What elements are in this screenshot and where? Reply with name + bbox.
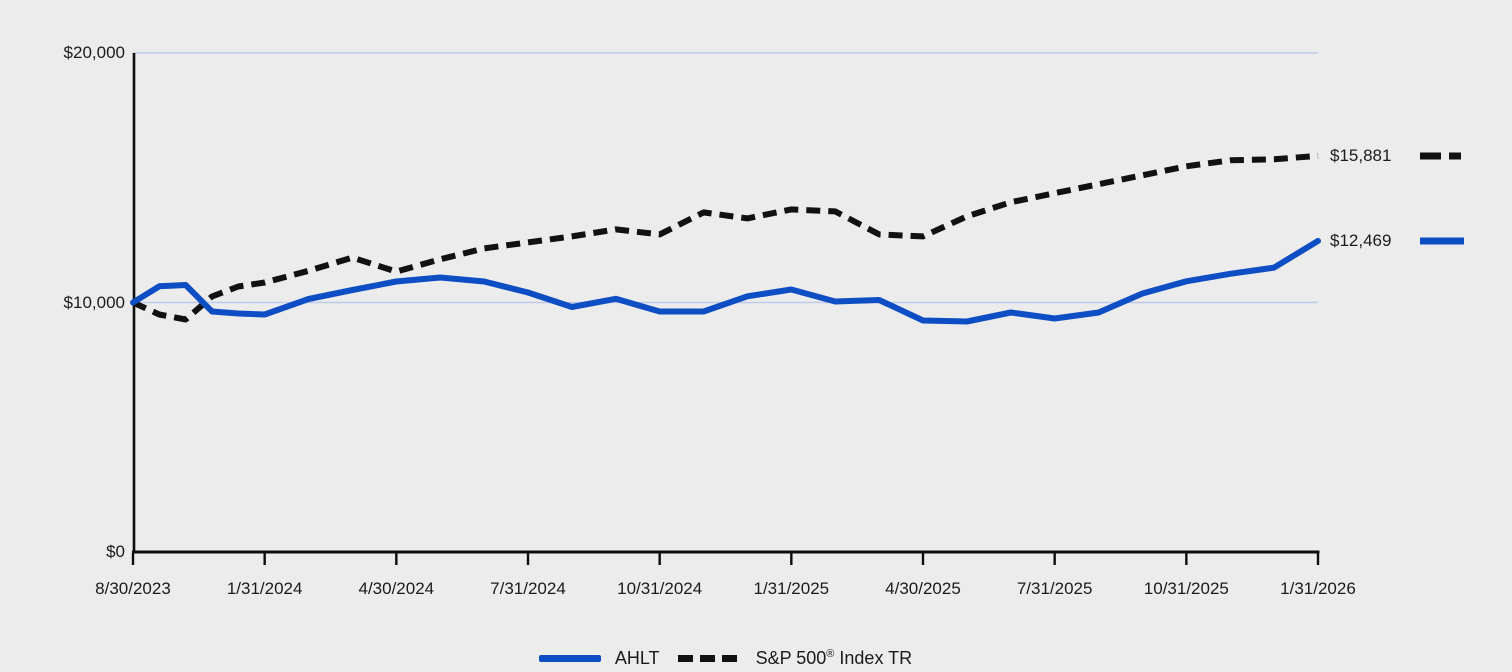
legend-item-sp500: S&P 500® Index TR xyxy=(677,647,913,669)
series-path-sp500 xyxy=(131,152,1319,323)
end-value-label-sp500: $15,881 xyxy=(1330,145,1392,165)
y-axis-tick-label: $0 xyxy=(106,542,125,561)
series-path-ahlt xyxy=(130,237,1321,325)
x-axis-tick-label: 1/31/2025 xyxy=(753,579,830,598)
x-axis-tick-label: 4/30/2025 xyxy=(885,579,961,598)
x-axis-tick-label: 1/31/2024 xyxy=(226,579,303,598)
legend-dashed-line-swatch xyxy=(677,654,742,662)
legend-label-ahlt: AHLT xyxy=(614,647,660,668)
x-axis-tick-label: 7/31/2025 xyxy=(1016,579,1093,598)
end-value-label-ahlt: $12,469 xyxy=(1330,230,1392,250)
x-axis-tick-label: 1/31/2026 xyxy=(1280,579,1356,598)
x-axis-tick-label: 10/31/2025 xyxy=(1143,579,1229,598)
x-axis-tick-label: 8/30/2023 xyxy=(95,579,171,598)
legend-item-ahlt: AHLT xyxy=(538,647,660,669)
x-axis-tick-label: 4/30/2024 xyxy=(358,579,435,598)
x-axis-tick-label: 10/31/2024 xyxy=(617,579,703,598)
chart-legend: AHLT S&P 500® Index TR xyxy=(133,646,1318,670)
x-axis-tick-label: 7/31/2024 xyxy=(490,579,566,598)
legend-solid-line-swatch xyxy=(538,654,601,662)
y-axis-tick-label: $10,000 xyxy=(63,292,125,312)
end-label-line-swatch xyxy=(1420,152,1464,160)
y-axis-tick-label: $20,000 xyxy=(63,43,125,62)
end-label-line-swatch xyxy=(1420,237,1464,245)
legend-label-sp500: S&P 500® Index TR xyxy=(755,647,913,668)
